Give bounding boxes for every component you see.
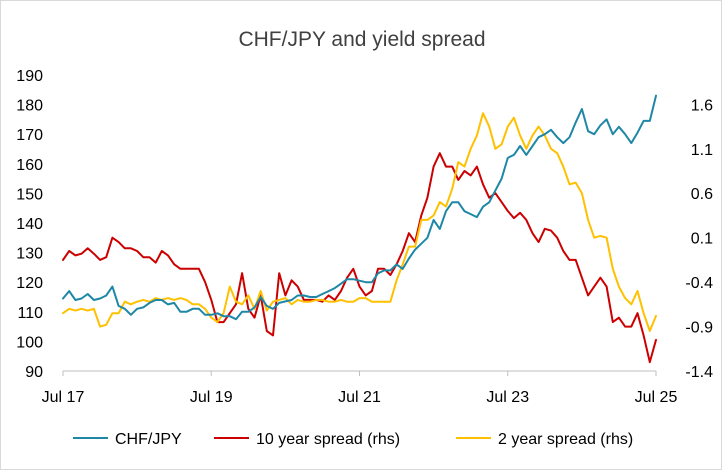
x-tick-label: Jul 21 xyxy=(338,389,381,406)
right-tick-label: -1.4 xyxy=(685,364,713,381)
right-tick-label: 1.6 xyxy=(691,97,713,114)
legend: CHF/JPY 10 year spread (rhs) 2 year spread… xyxy=(73,431,633,448)
chart-title: CHF/JPY and yield spread xyxy=(238,28,485,51)
x-tick-label: Jul 17 xyxy=(42,389,85,406)
left-tick-label: 120 xyxy=(16,275,43,292)
plot-area xyxy=(62,94,657,364)
legend-label: CHF/JPY xyxy=(115,431,182,448)
left-tick-label: 90 xyxy=(25,364,43,381)
right-axis: 1.6 1.1 0.6 0.1 -0.4 -0.9 -1.4 xyxy=(685,97,713,381)
left-tick-label: 150 xyxy=(16,186,43,203)
left-tick-label: 190 xyxy=(16,68,43,85)
series-line-chf-jpy xyxy=(62,94,657,321)
right-tick-label: 0.1 xyxy=(691,231,713,248)
x-tick-label: Jul 19 xyxy=(190,389,233,406)
series-line-2-year-spread-rhs xyxy=(62,112,657,332)
right-tick-label: 0.6 xyxy=(691,186,713,203)
left-tick-label: 140 xyxy=(16,216,43,233)
left-tick-label: 110 xyxy=(17,305,43,322)
right-tick-label: -0.4 xyxy=(685,275,713,292)
left-tick-label: 160 xyxy=(16,157,43,174)
x-tick-label: Jul 25 xyxy=(635,389,678,406)
right-tick-label: 1.1 xyxy=(691,142,713,159)
left-tick-label: 130 xyxy=(16,246,43,263)
legend-label: 10 year spread (rhs) xyxy=(256,431,400,448)
left-tick-label: 180 xyxy=(16,98,43,115)
x-tick-label: Jul 23 xyxy=(486,389,529,406)
right-tick-label: -0.9 xyxy=(685,320,713,337)
left-tick-label: 170 xyxy=(16,127,43,144)
x-axis: Jul 17 Jul 19 Jul 21 Jul 23 Jul 25 xyxy=(42,371,678,406)
left-tick-label: 100 xyxy=(16,334,43,351)
left-axis: 90 100 110 120 130 140 150 160 170 180 190 xyxy=(16,68,43,381)
series-line-10-year-spread-rhs xyxy=(62,152,657,364)
legend-label: 2 year spread (rhs) xyxy=(498,431,633,448)
